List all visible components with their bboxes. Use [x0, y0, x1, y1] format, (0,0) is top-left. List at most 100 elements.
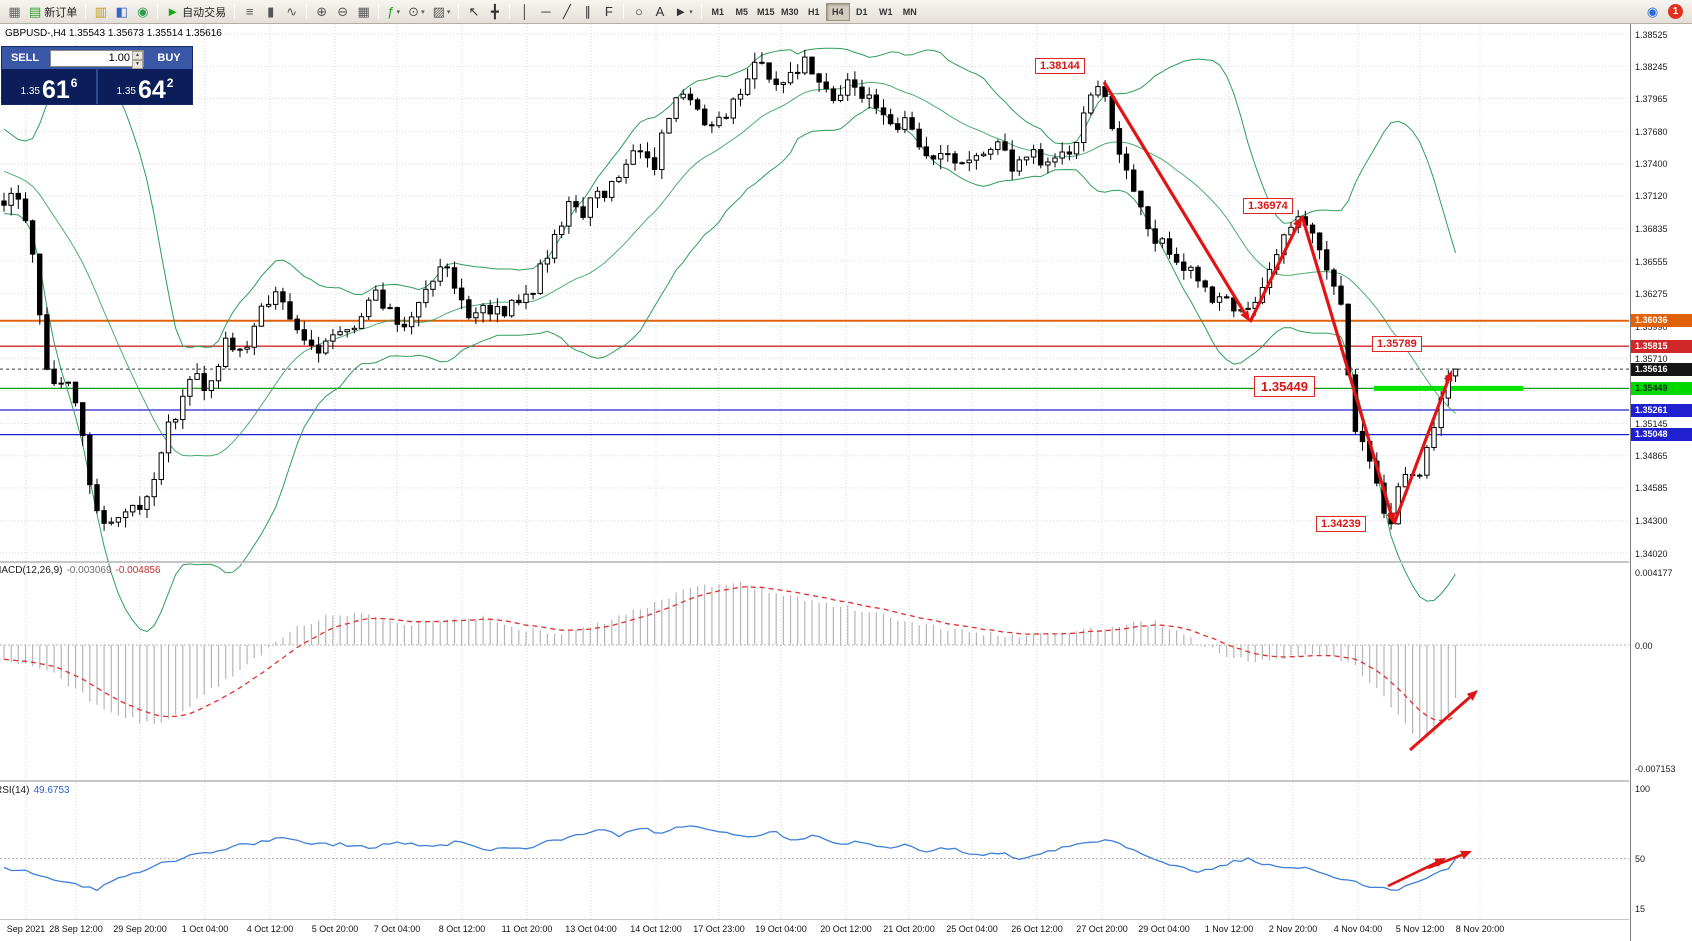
toolbar-separator	[458, 4, 460, 19]
price-scale-tick: 1.36555	[1635, 256, 1668, 267]
time-axis-label: 28 Sep 12:00	[49, 924, 103, 934]
macd-label: MACD(12,26,9)-0.003069-0.004856	[0, 565, 161, 576]
price-tag: 1.35261	[1631, 403, 1692, 417]
time-axis-label: 14 Oct 12:00	[630, 924, 682, 934]
notification-badge[interactable]: 1	[1668, 4, 1683, 19]
volume-up-icon[interactable]: ▲	[132, 50, 143, 60]
price-scale-tick: 1.34020	[1635, 548, 1668, 559]
timeframe-m5-button[interactable]: M5	[735, 6, 749, 17]
trendline-icon[interactable]: ╱	[562, 4, 571, 19]
bar-chart-icon[interactable]: ≡	[245, 4, 254, 19]
sell-button[interactable]: SELL	[10, 52, 40, 64]
time-axis-label: Sep 2021	[6, 924, 46, 934]
crosshair-icon[interactable]: ╋	[490, 4, 499, 19]
volume-down-icon[interactable]: ▼	[132, 59, 143, 69]
one-click-trading-panel: SELL 1.00 ▲ ▼ BUY 1.35 61 6 1.35 64 2	[1, 46, 193, 105]
price-tag: 1.35815	[1631, 339, 1692, 353]
terminal-icon[interactable]: ◉	[137, 4, 149, 19]
vline-icon[interactable]: │	[520, 4, 529, 19]
buy-button[interactable]: BUY	[157, 52, 181, 64]
toolbar: ▦ ▤ 新订单 ▥ ◧ ◉ ► 自动交易 ≡ ▮ ∿ ⊕ ⊖ ▦ ƒ ▾ ⊙ ▾ ▨ ▾ ↖ ╋ │ ─ ╱ ∥ F ○ A ► ▾ M1 M5…	[0, 0, 1692, 24]
price-annotation[interactable]: 1.35789	[1372, 336, 1422, 352]
zoom-in-icon[interactable]: ⊕	[316, 4, 328, 19]
timeframe-m30-button[interactable]: M30	[781, 6, 799, 17]
buy-price-sup: 2	[166, 76, 174, 90]
chart-canvas[interactable]	[0, 24, 1629, 920]
price-annotation[interactable]: 1.35449	[1254, 376, 1315, 397]
time-axis-label: 25 Oct 04:00	[946, 924, 998, 934]
candlestick-chart-icon[interactable]: ▮	[267, 4, 275, 19]
price-annotation[interactable]: 1.34239	[1316, 516, 1366, 532]
market-watch-icon[interactable]: ▥	[94, 4, 107, 19]
macd-name: MACD(12,26,9)	[0, 565, 63, 576]
data-window-icon[interactable]: ◧	[115, 4, 128, 19]
timeframe-m15-button[interactable]: M15	[757, 6, 775, 17]
time-axis-label: 26 Oct 12:00	[1011, 924, 1063, 934]
timeframe-h4-button[interactable]: H4	[825, 2, 850, 21]
price-annotation[interactable]: 1.38144	[1035, 58, 1085, 74]
macd-scale-tick: -0.007153	[1635, 764, 1676, 775]
time-axis-label: 7 Oct 04:00	[373, 924, 421, 934]
price-scale-tick: 1.35710	[1635, 353, 1668, 364]
channel-icon[interactable]: ∥	[584, 4, 592, 19]
timeframe-d1-button[interactable]: D1	[856, 6, 868, 17]
toolbar-separator	[700, 4, 702, 19]
ellipse-icon[interactable]: ○	[634, 4, 643, 19]
macd-scale-tick: 0.00	[1635, 640, 1653, 651]
toolbar-separator	[234, 4, 236, 19]
price-tag: 1.35449	[1631, 381, 1692, 395]
time-axis-label: 21 Oct 20:00	[883, 924, 935, 934]
periods-menu-icon[interactable]: ⊙ ▾	[408, 4, 425, 19]
price-scale[interactable]: 1.38525 1.38245 1.37965 1.37680 1.37400 1.371…	[1630, 24, 1692, 941]
toolbar-separator	[306, 4, 308, 19]
timeframe-m1-button[interactable]: M1	[711, 6, 725, 17]
tile-windows-icon[interactable]: ▦	[357, 4, 370, 19]
time-axis-label: 29 Oct 04:00	[1138, 924, 1190, 934]
time-axis-label: 11 Oct 20:00	[501, 924, 553, 934]
sell-price[interactable]: 1.35 61 6	[2, 69, 96, 104]
price-scale-tick: 1.37120	[1635, 191, 1668, 202]
time-axis-label: 8 Oct 12:00	[438, 924, 486, 934]
buy-price[interactable]: 1.35 64 2	[98, 69, 192, 104]
line-chart-icon[interactable]: ∿	[286, 4, 298, 19]
time-axis-label: 5 Oct 20:00	[311, 924, 359, 934]
indicators-icon[interactable]: ƒ ▾	[387, 4, 401, 19]
time-axis-label: 20 Oct 12:00	[820, 924, 872, 934]
timeframe-h1-button[interactable]: H1	[808, 6, 820, 17]
toolbar-separator	[623, 4, 625, 19]
time-axis[interactable]: Sep 2021 28 Sep 12:00 29 Sep 20:00 1 Oct 04…	[0, 922, 1629, 941]
sell-price-sup: 6	[70, 76, 78, 90]
sell-price-big: 61	[41, 75, 70, 104]
macd-value: -0.003069	[66, 565, 112, 576]
cursor-icon[interactable]: ↖	[468, 4, 480, 19]
rsi-scale-tick: 100	[1635, 783, 1651, 794]
fibonacci-icon[interactable]: F	[604, 4, 613, 19]
time-axis-label: 19 Oct 04:00	[755, 924, 807, 934]
volume-field[interactable]: 1.00 ▲ ▼	[50, 49, 144, 69]
timeframe-w1-button[interactable]: W1	[879, 6, 893, 17]
time-axis-label: 27 Oct 20:00	[1076, 924, 1128, 934]
zoom-out-icon[interactable]: ⊖	[337, 4, 349, 19]
arrows-tool-icon[interactable]: ► ▾	[674, 4, 693, 19]
timeframe-mn-button[interactable]: MN	[902, 6, 917, 17]
price-annotation[interactable]: 1.36974	[1243, 198, 1293, 214]
time-axis-label: 4 Oct 12:00	[246, 924, 294, 934]
new-order-button[interactable]: ▤ 新订单	[29, 4, 78, 19]
price-scale-tick: 1.37400	[1635, 159, 1668, 170]
buy-price-prefix: 1.35	[116, 86, 136, 97]
price-tag: 1.35616	[1631, 362, 1692, 376]
templates-icon[interactable]: ▨ ▾	[432, 4, 451, 19]
rsi-name: RSI(14)	[0, 785, 30, 796]
chart-title: GBPUSD-,H4 1.35543 1.35673 1.35514 1.356…	[5, 28, 222, 39]
time-axis-label: 29 Sep 20:00	[113, 924, 167, 934]
text-icon[interactable]: A	[655, 4, 665, 19]
new-chart-icon[interactable]: ▦	[8, 4, 21, 19]
time-axis-label: 5 Nov 12:00	[1395, 924, 1445, 934]
macd-scale-tick: 0.004177	[1635, 568, 1673, 579]
price-scale-tick: 1.38525	[1635, 29, 1668, 40]
community-icon[interactable]: ◉	[1646, 4, 1659, 19]
rsi-scale-tick: 50	[1635, 854, 1646, 865]
sell-price-prefix: 1.35	[20, 86, 40, 97]
hline-icon[interactable]: ─	[541, 4, 551, 19]
autotrading-button[interactable]: ► 自动交易	[166, 4, 227, 19]
